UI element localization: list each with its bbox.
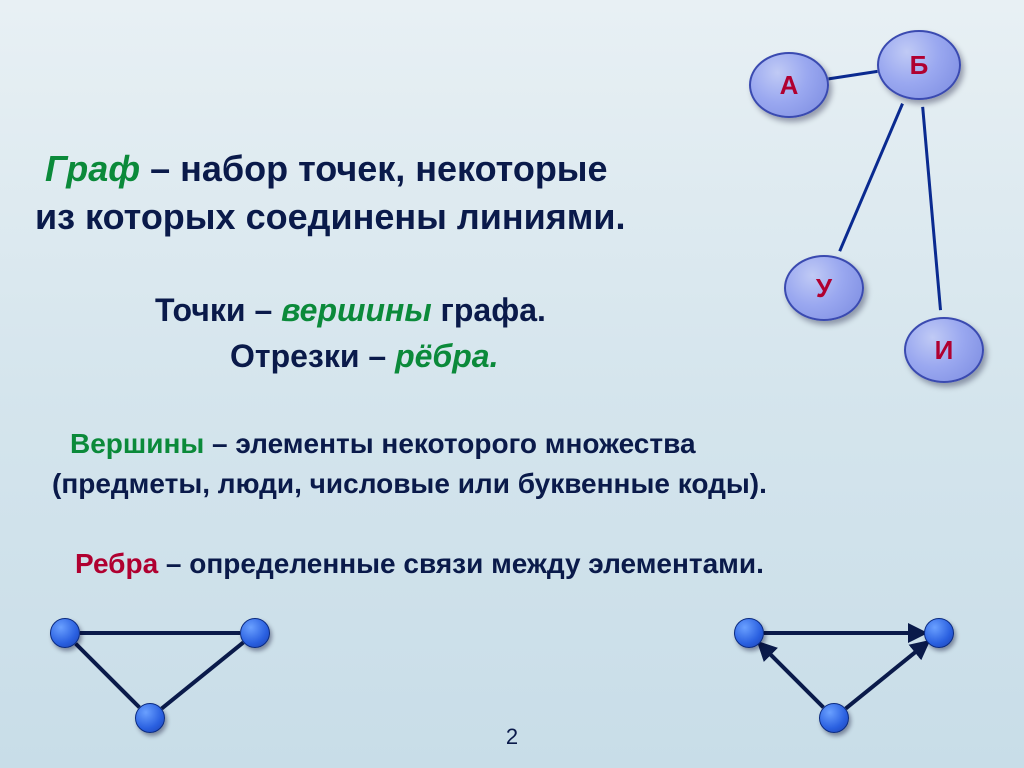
- graph-node-B: Б: [877, 30, 961, 100]
- graph-node-U: У: [784, 255, 864, 321]
- graph-node: [240, 618, 270, 648]
- graph-edge: [846, 642, 928, 708]
- subdef1-post: графа.: [432, 292, 546, 328]
- subdef2-pre: Отрезки –: [230, 338, 395, 374]
- graph-bottom-right: [714, 608, 974, 748]
- graph-edge: [840, 104, 903, 252]
- graph-node: [135, 703, 165, 733]
- graph-edge: [162, 642, 244, 708]
- page-number: 2: [506, 724, 518, 750]
- slide: Граф – набор точек, некоторые из которых…: [0, 0, 1024, 768]
- graph-node-I: И: [904, 317, 984, 383]
- desc-rebra: Ребра – определенные связи между элемент…: [75, 548, 764, 580]
- subdef1-em: вершины: [281, 292, 432, 328]
- definition-line1: Граф – набор точек, некоторые: [45, 148, 608, 190]
- graph-node: [924, 618, 954, 648]
- rebra-rest: – определенные связи между элементами.: [158, 548, 764, 579]
- graph-node: [50, 618, 80, 648]
- desc-vershiny-b: (предметы, люди, числовые или буквенные …: [52, 468, 767, 500]
- graph-node: [734, 618, 764, 648]
- subdef2-em: рёбра.: [395, 338, 498, 374]
- graph-node-A: А: [749, 52, 829, 118]
- subdef-line1: Точки – вершины графа.: [155, 292, 546, 329]
- graph-edge: [76, 644, 140, 708]
- graph-node: [819, 703, 849, 733]
- graph-edge: [829, 71, 878, 79]
- graph-edge: [760, 644, 824, 708]
- graph-edge: [923, 107, 941, 310]
- graph-top: АБ УИ: [694, 20, 1014, 400]
- term-graf: Граф: [45, 148, 140, 189]
- vershiny-word: Вершины: [70, 428, 204, 459]
- vershiny-rest-a: – элементы некоторого множества: [204, 428, 695, 459]
- definition-line2: из которых соединены линиями.: [35, 196, 625, 238]
- desc-vershiny-a: Вершины – элементы некоторого множества: [70, 428, 696, 460]
- subdef1-pre: Точки –: [155, 292, 281, 328]
- definition-rest1: – набор точек, некоторые: [140, 148, 608, 189]
- rebra-word: Ребра: [75, 548, 158, 579]
- subdef-line2: Отрезки – рёбра.: [230, 338, 498, 375]
- graph-bottom-left: [30, 608, 290, 748]
